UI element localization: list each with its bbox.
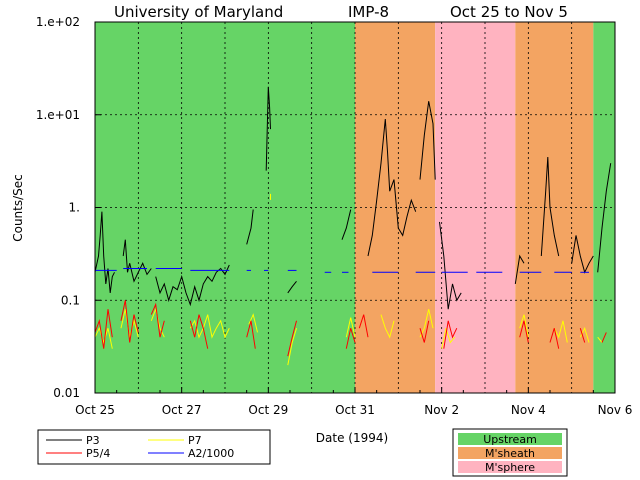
- x-tick-label: Oct 27: [162, 403, 202, 417]
- series-line-P7: [597, 336, 603, 343]
- y-tick-label: 1.e+01: [36, 108, 80, 122]
- x-tick-label: Nov 6: [598, 403, 633, 417]
- y-tick-label: 1.e+02: [36, 15, 80, 29]
- series-line-P5/4: [549, 328, 560, 349]
- series-line-P3: [367, 118, 417, 257]
- series-line-P5/4: [246, 320, 256, 349]
- legend-region-swatch: [458, 433, 562, 445]
- series-line-P5/4: [120, 300, 139, 343]
- series-line-P5/4: [601, 332, 607, 343]
- series-line-P7: [120, 309, 139, 338]
- series-line-P3: [265, 86, 271, 171]
- series-line-P3: [122, 239, 152, 283]
- legend-region-swatch: [458, 447, 562, 459]
- series-line-P5/4: [287, 320, 297, 357]
- series-line-P5/4: [150, 302, 165, 338]
- series-line-P3: [439, 221, 462, 310]
- legend-label-P3: P3: [86, 434, 100, 447]
- legend-label-P5/4: P5/4: [86, 447, 110, 460]
- axis-ticks: Oct 25 Oct 27 Oct 29 Oct 31 Nov 2 Nov 4 Nov 6 1…: [36, 15, 633, 417]
- series-line-P5/4: [189, 314, 209, 349]
- x-tick-label: Nov 2: [424, 403, 459, 417]
- series-line-P7: [419, 309, 434, 338]
- gridlines: [95, 22, 615, 393]
- series-line-P7: [441, 328, 456, 349]
- series-line-P7: [553, 320, 568, 343]
- series-line-P3: [597, 163, 612, 273]
- title-period: Oct 25 to Nov 5: [450, 3, 568, 21]
- title-institution: University of Maryland: [114, 3, 283, 21]
- series-line-P5/4: [519, 320, 529, 343]
- legend-region-label: M'sphere: [485, 461, 535, 474]
- series-line-P3: [246, 209, 254, 245]
- x-tick-label: Oct 31: [335, 403, 375, 417]
- y-tick-label: 0.01: [53, 386, 80, 400]
- series-legend: P3 P7 P5/4 A2/1000: [37, 429, 271, 465]
- series-line-P3: [155, 264, 230, 307]
- series-line-P3: [341, 209, 352, 240]
- series-line-P5/4: [579, 328, 586, 343]
- series-lines: [94, 86, 612, 366]
- y-tick-label: 0.1: [61, 293, 80, 307]
- series-line-P5/4: [94, 309, 113, 349]
- legend-region-label: M'sheath: [485, 447, 535, 460]
- series-line-P5/4: [419, 320, 430, 343]
- series-line-P7: [380, 314, 395, 339]
- y-tick-label: 1.: [69, 201, 80, 215]
- series-line-P7: [345, 317, 356, 338]
- title-spacecraft: IMP-8: [348, 3, 389, 21]
- series-line-P3: [571, 235, 594, 274]
- legend-label-A2/1000: A2/1000: [188, 447, 234, 460]
- legend-label-P7: P7: [188, 434, 202, 447]
- series-line-P3: [419, 101, 436, 180]
- series-line-P3: [540, 156, 560, 257]
- series-line-P7: [248, 313, 258, 333]
- x-axis-label: Date (1994): [316, 431, 388, 445]
- legend-region-label: Upstream: [483, 433, 537, 446]
- x-tick-label: Oct 29: [248, 403, 288, 417]
- series-line-P5/4: [345, 328, 356, 349]
- legend-region-swatch: [458, 461, 562, 473]
- series-line-P7: [189, 314, 230, 339]
- series-line-P7: [519, 314, 529, 338]
- series-legend-box: [37, 429, 271, 465]
- series-line-P5/4: [358, 314, 369, 338]
- series-line-P3: [514, 254, 525, 284]
- series-line-P7: [94, 326, 113, 349]
- x-tick-label: Nov 4: [511, 403, 546, 417]
- series-line-P7: [287, 328, 297, 366]
- series-line-P3: [287, 280, 297, 294]
- series-line-P5/4: [443, 320, 458, 349]
- x-tick-label: Oct 25: [75, 403, 115, 417]
- y-axis-label: Counts/Sec: [11, 174, 25, 242]
